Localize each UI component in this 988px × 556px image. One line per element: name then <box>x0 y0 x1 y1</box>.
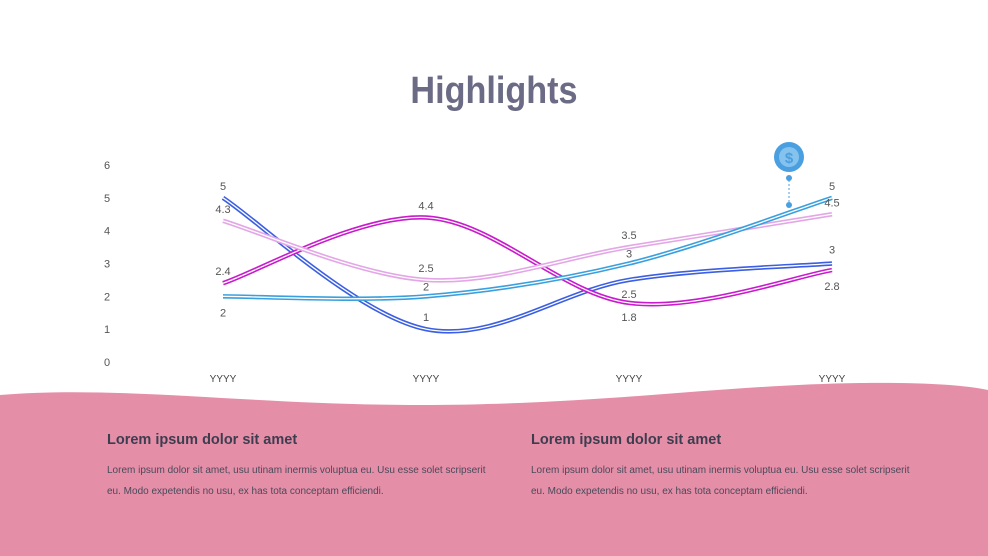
data-label: 4.5 <box>824 197 839 209</box>
y-tick-label: 2 <box>104 291 110 303</box>
line-chart: 0 1 2 3 4 5 6 YYYY YYYY YYYY YYYY 5 1 2.5 3 2.4 4.4 1.8… <box>104 142 846 385</box>
data-label: 1 <box>423 312 429 324</box>
data-label: 3 <box>829 245 835 257</box>
column-heading: Lorem ipsum dolor sit amet <box>531 432 722 448</box>
y-tick-label: 3 <box>104 259 110 271</box>
page-title: Highlights <box>410 70 578 112</box>
column-body: Lorem ipsum dolor sit amet, usu utinam i… <box>107 465 486 497</box>
x-tick-label: YYYY <box>210 374 237 385</box>
x-tick-label: YYYY <box>616 374 643 385</box>
y-tick-label: 1 <box>104 324 110 336</box>
dollar-coin-icon: $ <box>774 142 804 208</box>
data-label: 5 <box>220 181 226 193</box>
series-line-inner <box>222 197 833 300</box>
data-label: 2 <box>423 281 429 293</box>
data-label: 3 <box>626 249 632 261</box>
data-label: 1.8 <box>621 312 636 324</box>
data-label: 4.3 <box>215 204 230 216</box>
y-tick-label: 5 <box>104 193 110 205</box>
svg-text:$: $ <box>785 150 794 167</box>
text-column-1: Lorem ipsum dolor sit amet Lorem ipsum d… <box>107 432 497 502</box>
x-tick-label: YYYY <box>413 374 440 385</box>
series-line-inner <box>222 197 833 333</box>
data-label: 2 <box>220 307 226 319</box>
data-label: 5 <box>829 181 835 193</box>
series-line-inner <box>222 216 833 305</box>
data-label: 2.8 <box>824 281 839 293</box>
data-label: 3.5 <box>621 230 636 242</box>
column-heading: Lorem ipsum dolor sit amet <box>107 432 298 448</box>
series-line <box>221 195 833 334</box>
x-tick-label: YYYY <box>819 374 846 385</box>
column-body: Lorem ipsum dolor sit amet, usu utinam i… <box>531 465 910 497</box>
y-tick-label: 4 <box>104 226 110 238</box>
data-label: 2.5 <box>621 289 636 301</box>
data-label: 4.4 <box>418 201 433 213</box>
y-tick-label: 0 <box>104 357 110 369</box>
y-tick-label: 6 <box>104 160 110 172</box>
data-label: 2.5 <box>418 263 433 275</box>
text-column-2: Lorem ipsum dolor sit amet Lorem ipsum d… <box>531 432 921 502</box>
data-label: 2.4 <box>215 266 230 278</box>
